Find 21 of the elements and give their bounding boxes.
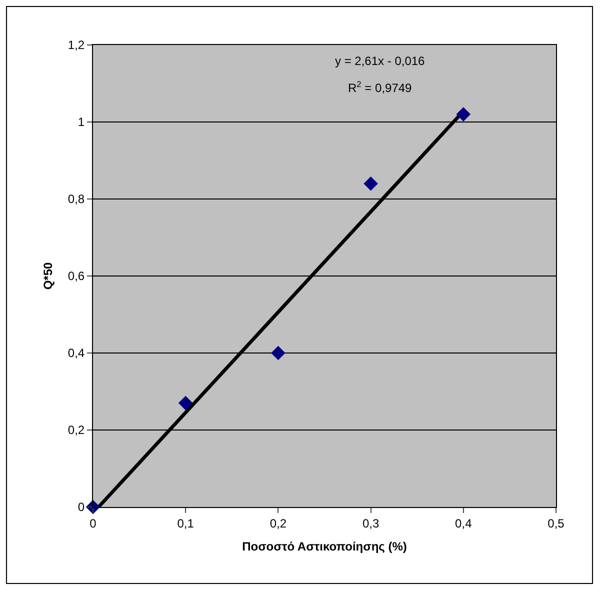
x-tick-label: 0,3 — [362, 516, 380, 530]
x-tick-label: 0 — [90, 516, 97, 530]
point — [178, 396, 193, 410]
y-axis-title: Q*50 — [41, 262, 56, 290]
x-tick-label: 0,2 — [270, 516, 287, 530]
x-tick-label: 0,1 — [177, 516, 194, 530]
point — [456, 107, 471, 122]
x-tick-label: 0,5 — [548, 516, 565, 530]
y-tick-label: 0,6 — [68, 269, 85, 284]
y-tick-label: 0 — [78, 500, 85, 514]
y-tick-label: 0,4 — [68, 346, 85, 360]
y-tick-label: 1 — [78, 115, 85, 130]
point — [364, 176, 378, 191]
x-axis-title: Ποσοστό Αστικοποίησης (%) — [242, 539, 407, 554]
y-tick-label: 0,8 — [68, 192, 85, 206]
annotation: y = 2,61x - 0,016 — [335, 54, 426, 68]
x-tick-label: 0,4 — [455, 516, 472, 530]
annotation: R$^{2}$ = 0,9749 — [348, 79, 412, 96]
y-tick-label: 1,2 — [68, 38, 85, 52]
point — [271, 346, 286, 360]
y-tick-label: 0,2 — [68, 423, 85, 438]
